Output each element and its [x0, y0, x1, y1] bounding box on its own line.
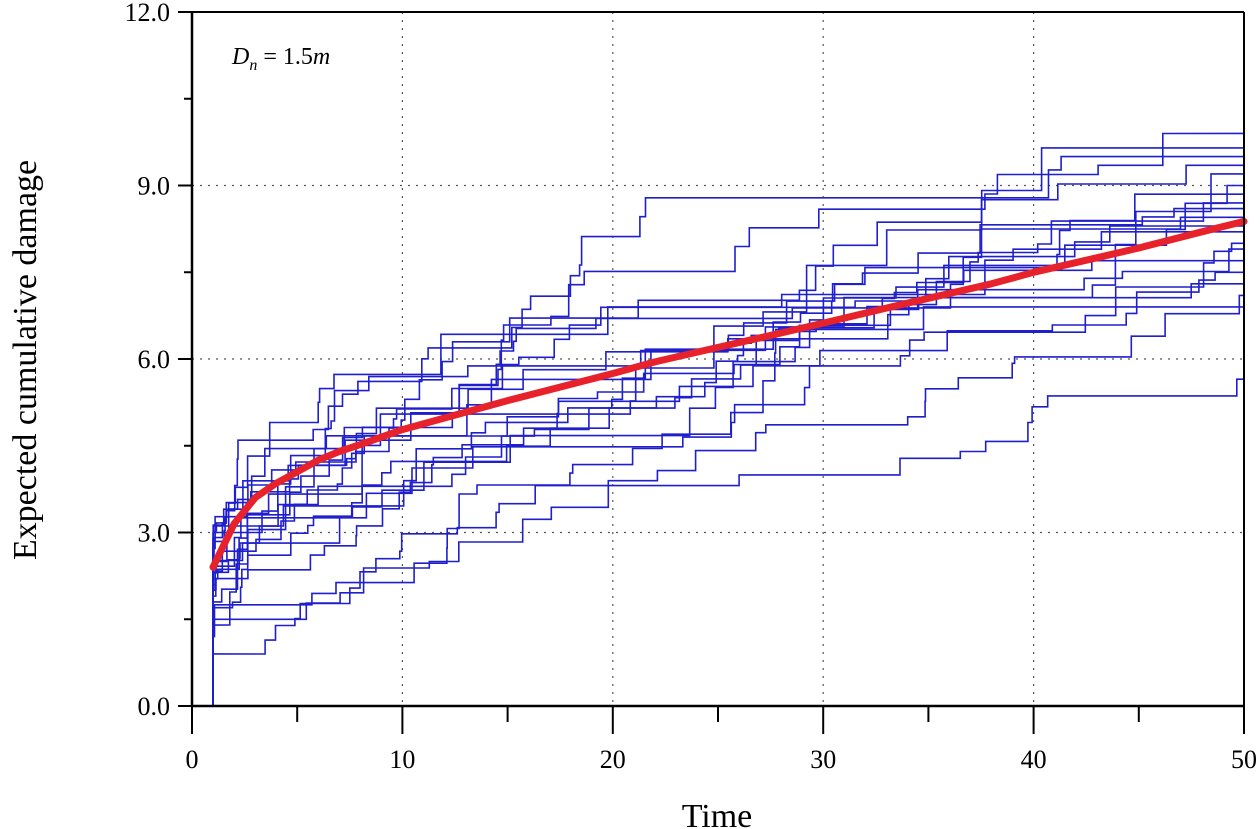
y-axis-title: Expected cumulative damage	[7, 160, 44, 560]
x-tick-label: 20	[600, 745, 626, 774]
sample-path	[212, 306, 1244, 706]
annotation-subscript: n	[249, 57, 257, 74]
annotation-dn: Dn = 1.5m	[231, 44, 330, 74]
sample-path	[212, 147, 1244, 706]
annotation-equals: = 1.5	[257, 44, 313, 70]
x-tick-label: 40	[1021, 745, 1047, 774]
x-axis-title: Time	[682, 798, 753, 829]
x-tick-label: 30	[810, 745, 836, 774]
y-tick-label: 3.0	[138, 519, 171, 548]
x-tick-label: 50	[1231, 745, 1257, 774]
x-tick-label: 0	[186, 745, 199, 774]
axis-ticks	[178, 11, 1245, 734]
simulated-paths	[212, 132, 1245, 706]
sample-path	[212, 132, 1245, 706]
sample-path	[212, 216, 1244, 706]
y-tick-label: 0.0	[138, 692, 171, 721]
sample-path	[212, 294, 1244, 706]
mean-curve	[209, 217, 1248, 571]
sample-path	[212, 231, 1244, 706]
sample-path	[212, 207, 1244, 706]
tick-labels: 0 10 20 30 40 50 0.0 3.0 6.0 9.0 12.0	[125, 0, 1258, 774]
annotation-unit: m	[313, 44, 330, 70]
sample-path	[212, 271, 1244, 706]
y-tick-label: 6.0	[138, 345, 171, 374]
sample-path	[212, 259, 1244, 706]
sample-path	[212, 184, 1244, 706]
annotation-symbol: D	[231, 44, 249, 70]
mean-curve-line	[209, 217, 1248, 571]
sample-path	[212, 242, 1244, 706]
y-tick-label: 9.0	[138, 172, 171, 201]
sample-path	[212, 155, 1244, 706]
x-tick-label: 10	[389, 745, 415, 774]
y-tick-label: 12.0	[125, 0, 171, 27]
